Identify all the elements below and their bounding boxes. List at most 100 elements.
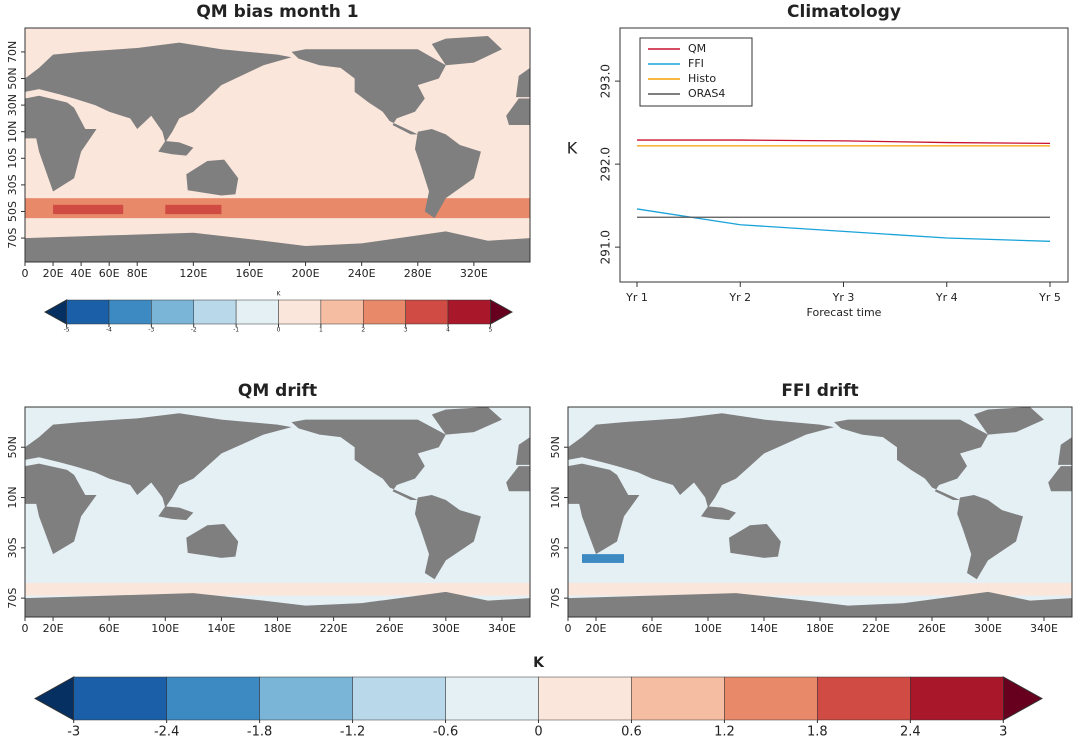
y-tick-label: 293.0 bbox=[599, 64, 613, 98]
colorbar-tick-label: 3 bbox=[999, 725, 1007, 740]
colorbar-tick-label: -0.6 bbox=[433, 725, 458, 740]
x-tick-label: 0 bbox=[22, 267, 29, 280]
land bbox=[291, 49, 446, 135]
land bbox=[25, 231, 530, 262]
anomaly-patch bbox=[568, 583, 1072, 596]
y-tick-label: 30S bbox=[6, 174, 19, 195]
anomaly-patch bbox=[53, 204, 124, 215]
colorbar-bin bbox=[235, 299, 279, 325]
x-tick-label: 140E bbox=[750, 622, 778, 635]
x-tick-label: 0 bbox=[22, 622, 29, 635]
land bbox=[158, 141, 194, 156]
colorbar-tick-label: 1 bbox=[319, 327, 323, 334]
land bbox=[506, 466, 530, 492]
colorbar-tick-label: 4 bbox=[446, 327, 450, 334]
land bbox=[25, 42, 292, 143]
colorbar-bin bbox=[108, 299, 152, 325]
colorbar-bin bbox=[910, 676, 1004, 721]
colorbar-tick-label: -4 bbox=[106, 327, 112, 334]
x-tick-label: 220E bbox=[862, 622, 890, 635]
y-tick-label: 10N bbox=[6, 121, 19, 143]
land bbox=[186, 159, 239, 196]
series-line bbox=[637, 139, 1051, 145]
x-tick-label: 200E bbox=[292, 267, 320, 280]
legend-label: FFI bbox=[688, 57, 704, 70]
land bbox=[158, 506, 194, 521]
x-tick-label: 60E bbox=[99, 622, 120, 635]
x-tick-label: 300E bbox=[974, 622, 1002, 635]
y-tick-label: 70S bbox=[6, 588, 19, 609]
anomaly-patch bbox=[165, 204, 222, 215]
legend-label: ORAS4 bbox=[688, 87, 725, 100]
land bbox=[515, 67, 530, 98]
colorbar-under bbox=[43, 299, 68, 325]
colorbar-bin bbox=[66, 299, 110, 325]
y-tick-label: 10N bbox=[6, 486, 19, 508]
colorbar-bin bbox=[320, 299, 364, 325]
x-tick-label: 280E bbox=[404, 267, 432, 280]
x-tick-label: 80E bbox=[127, 267, 148, 280]
map-area bbox=[25, 28, 530, 262]
x-tick-label: 240E bbox=[348, 267, 376, 280]
x-tick-label: 40E bbox=[71, 267, 92, 280]
colorbar-tick-label: 1.2 bbox=[714, 725, 735, 740]
land bbox=[1048, 466, 1072, 492]
colorbar-label: K bbox=[277, 291, 282, 298]
colorbar-bin bbox=[447, 299, 491, 325]
land bbox=[834, 419, 988, 501]
x-tick-label: 20E bbox=[43, 267, 64, 280]
y-tick-label: 292.0 bbox=[599, 147, 613, 181]
land bbox=[431, 35, 502, 66]
y-tick-label: 70S bbox=[549, 588, 562, 609]
colorbar-bin bbox=[538, 676, 632, 721]
land bbox=[515, 437, 530, 465]
y-tick-label: 30N bbox=[6, 94, 19, 116]
y-tick-label: 10S bbox=[6, 148, 19, 169]
land bbox=[414, 495, 481, 580]
map-title: QM bias month 1 bbox=[196, 2, 358, 22]
map-area bbox=[25, 407, 530, 617]
x-tick-label: 180E bbox=[806, 622, 834, 635]
colorbar-tick-label: -5 bbox=[64, 327, 70, 334]
colorbar-bin bbox=[278, 299, 322, 325]
x-tick-label: 120E bbox=[179, 267, 207, 280]
land bbox=[729, 523, 781, 558]
colorbar-over bbox=[489, 299, 514, 325]
colorbar-tick-label: 1.8 bbox=[807, 725, 828, 740]
colorbar-label: K bbox=[533, 655, 545, 671]
colorbar-bin bbox=[405, 299, 449, 325]
land bbox=[25, 95, 97, 192]
x-tick-label: 260E bbox=[376, 622, 404, 635]
anomaly-patch bbox=[582, 554, 624, 563]
land bbox=[568, 413, 834, 508]
colorbar-bin bbox=[445, 676, 539, 721]
colorbar-under bbox=[33, 676, 75, 721]
land bbox=[568, 591, 1072, 617]
x-tick-label: 300E bbox=[432, 622, 460, 635]
colorbar-bin bbox=[151, 299, 194, 325]
x-tick-label: 220E bbox=[320, 622, 348, 635]
x-tick-label: 60E bbox=[99, 267, 120, 280]
map-area bbox=[568, 407, 1072, 617]
x-tick-label: 320E bbox=[460, 267, 488, 280]
land bbox=[506, 98, 530, 126]
colorbar-tick-label: -1 bbox=[233, 327, 239, 334]
colorbar-tick-label: -1.2 bbox=[340, 725, 365, 740]
y-tick-label: 30S bbox=[6, 537, 19, 558]
map-title: QM drift bbox=[238, 381, 317, 401]
colorbar-bin bbox=[166, 676, 260, 721]
x-tick-label: Yr 5 bbox=[1038, 291, 1061, 304]
colorbar-over bbox=[1002, 676, 1044, 721]
colorbar-tick-label: 0 bbox=[534, 725, 542, 740]
x-tick-label: 140E bbox=[207, 622, 235, 635]
land bbox=[1058, 437, 1072, 465]
x-tick-label: 180E bbox=[264, 622, 292, 635]
x-tick-label: 260E bbox=[918, 622, 946, 635]
y-tick-label: 30S bbox=[549, 537, 562, 558]
land bbox=[957, 495, 1023, 580]
y-axis-label: K bbox=[567, 139, 578, 158]
colorbar-bin bbox=[631, 676, 725, 721]
x-tick-label: 20E bbox=[43, 622, 64, 635]
y-tick-label: 50N bbox=[549, 436, 562, 458]
